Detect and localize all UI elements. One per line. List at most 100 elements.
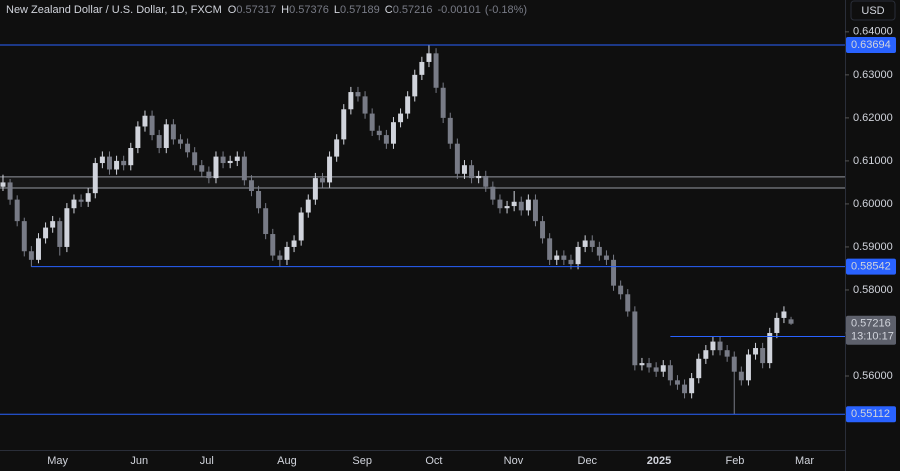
candle-body bbox=[220, 156, 226, 164]
candle-body bbox=[767, 332, 773, 364]
candle-body bbox=[568, 259, 574, 265]
candle-body bbox=[745, 354, 751, 381]
candle-body bbox=[312, 178, 318, 200]
level-tag bbox=[846, 37, 896, 53]
level-label: 0.63694 bbox=[851, 39, 891, 51]
candle-body bbox=[469, 165, 475, 179]
ohlc-key: C bbox=[385, 4, 393, 16]
y-tick-label: 0.63000 bbox=[853, 69, 893, 81]
candle-body bbox=[547, 238, 553, 260]
candle-body bbox=[156, 135, 162, 148]
x-tick-label: Mar bbox=[795, 455, 814, 467]
candle-body bbox=[341, 109, 347, 140]
candle-body bbox=[554, 255, 560, 260]
candle-body bbox=[327, 156, 333, 183]
ohlc-value: 0.57317 bbox=[236, 4, 276, 16]
candle-body bbox=[504, 206, 510, 209]
candle-body bbox=[7, 182, 13, 200]
candle-body bbox=[419, 61, 425, 75]
candle-body bbox=[277, 255, 283, 260]
candle-body bbox=[596, 246, 602, 256]
level-label: 0.55112 bbox=[851, 408, 890, 420]
ohlc-key: H bbox=[281, 4, 289, 16]
countdown: 13:10:17 bbox=[851, 331, 894, 343]
candle-body bbox=[369, 113, 375, 131]
candle-body bbox=[163, 124, 169, 148]
y-tick-label: 0.60000 bbox=[853, 198, 893, 210]
level-tag bbox=[846, 406, 896, 423]
y-tick-label: 0.58000 bbox=[853, 284, 893, 296]
candle-body bbox=[50, 221, 56, 228]
candle-body bbox=[305, 199, 311, 213]
price-label: 0.57216 bbox=[851, 318, 891, 330]
candle-body bbox=[632, 311, 638, 366]
candle-body bbox=[497, 199, 503, 209]
candle-body bbox=[738, 371, 744, 381]
candle-body bbox=[625, 294, 631, 312]
candle-body bbox=[376, 130, 382, 136]
x-tick-label: May bbox=[47, 455, 68, 467]
candle-body bbox=[298, 212, 304, 241]
x-tick-label: Sep bbox=[352, 455, 372, 467]
candle-body bbox=[525, 199, 531, 211]
plot-area bbox=[0, 44, 845, 415]
candle-body bbox=[213, 156, 219, 179]
candle-body bbox=[611, 259, 617, 286]
ohlc-key: L bbox=[334, 4, 340, 16]
candle-body bbox=[390, 122, 396, 144]
candle-body bbox=[490, 186, 496, 200]
candle-body bbox=[753, 348, 759, 355]
candle-body bbox=[667, 365, 673, 381]
candle-body bbox=[263, 208, 269, 235]
candle-body bbox=[192, 152, 198, 166]
ohlc-value: 0.57189 bbox=[340, 4, 380, 16]
ohlc-value: 0.57216 bbox=[393, 4, 433, 16]
price-axis: 0.64000 0.63000 0.62000 0.61000 0.60000 0.590… bbox=[845, 26, 896, 423]
candle-body bbox=[128, 147, 134, 166]
candle-body bbox=[199, 165, 205, 172]
candle-body bbox=[561, 255, 567, 260]
candle-body bbox=[788, 319, 794, 324]
y-tick-label: 0.59000 bbox=[853, 241, 893, 253]
currency-button[interactable] bbox=[850, 0, 896, 21]
candle-body bbox=[696, 358, 702, 379]
zone bbox=[0, 176, 845, 189]
candle-body bbox=[248, 180, 254, 192]
candle-body bbox=[760, 348, 766, 364]
candle-body bbox=[383, 135, 389, 144]
x-tick-label: Feb bbox=[725, 455, 744, 467]
x-tick-label: Nov bbox=[504, 455, 524, 467]
header: New Zealand Dollar / U.S. Dollar, 1D, FX… bbox=[6, 4, 527, 16]
candle-body bbox=[241, 156, 247, 181]
candle-body bbox=[710, 341, 716, 351]
candle-body bbox=[170, 124, 176, 140]
candle-body bbox=[426, 53, 432, 62]
x-tick-label: Dec bbox=[578, 455, 598, 467]
currency[interactable]: USD bbox=[861, 5, 884, 17]
candle-body bbox=[412, 74, 418, 97]
x-tick-label: Oct bbox=[425, 455, 442, 467]
ohlc-value: 0.57376 bbox=[289, 4, 329, 16]
candle-body bbox=[28, 251, 34, 260]
candle-body bbox=[532, 199, 538, 222]
candle-body bbox=[483, 175, 489, 187]
candle-body bbox=[362, 96, 368, 114]
level-tag bbox=[846, 258, 896, 275]
x-tick-label: 2025 bbox=[647, 455, 671, 467]
change-pct: (-0.18%) bbox=[485, 4, 527, 16]
candle-body bbox=[135, 126, 141, 148]
candle-body bbox=[405, 96, 411, 114]
candle-body bbox=[575, 246, 581, 265]
candle-body bbox=[603, 255, 609, 260]
candle-body bbox=[227, 160, 233, 164]
candle-body bbox=[518, 201, 524, 211]
candle-body bbox=[703, 350, 709, 359]
candle-body bbox=[660, 365, 666, 372]
candle-body bbox=[440, 87, 446, 118]
y-tick-label: 0.56000 bbox=[853, 370, 893, 382]
candle-body bbox=[653, 367, 659, 372]
y-tick-label: 0.64000 bbox=[853, 26, 893, 38]
candle-body bbox=[234, 156, 240, 161]
